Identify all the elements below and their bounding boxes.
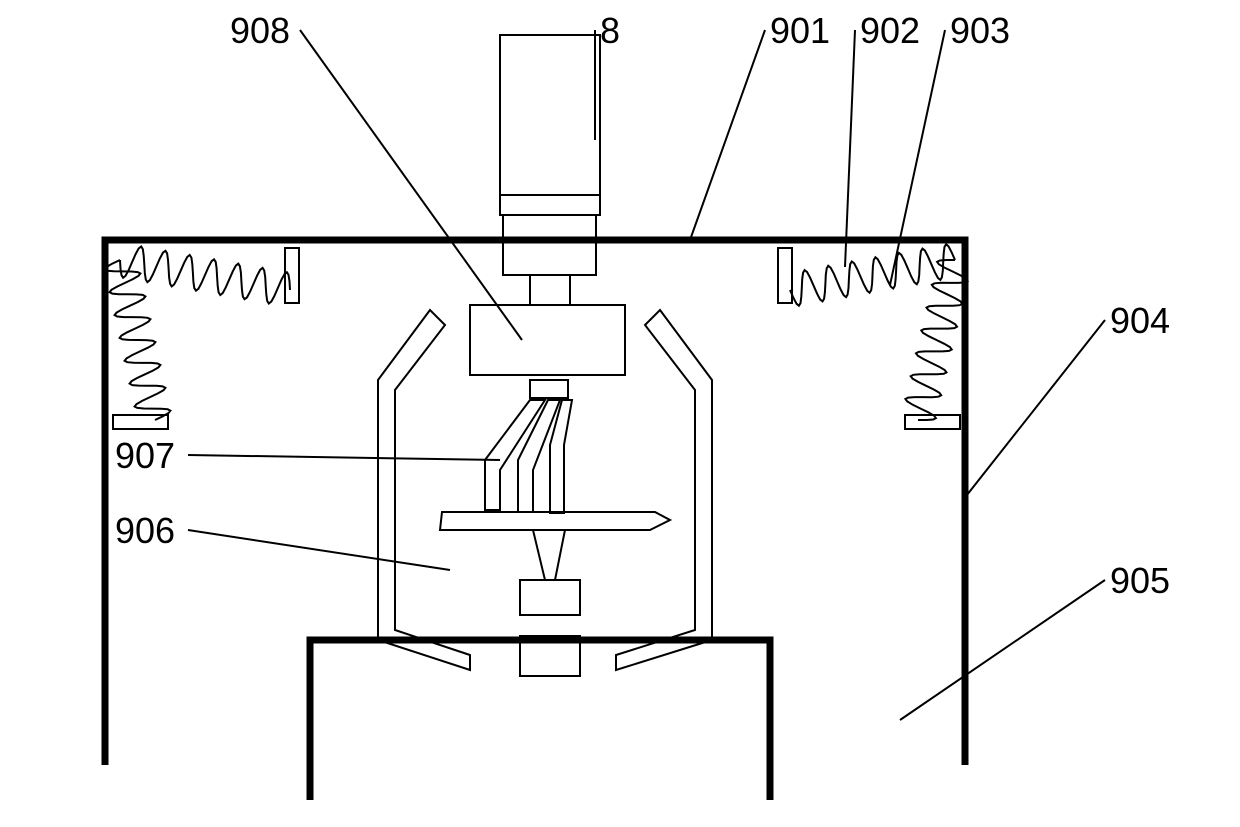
label-908: 908	[230, 10, 290, 52]
label-902: 902	[860, 10, 920, 52]
label-907: 907	[115, 435, 175, 477]
label-906: 906	[115, 510, 175, 552]
label-8: 8	[600, 10, 620, 52]
label-901: 901	[770, 10, 830, 52]
label-903: 903	[950, 10, 1010, 52]
label-905: 905	[1110, 560, 1170, 602]
label-904: 904	[1110, 300, 1170, 342]
